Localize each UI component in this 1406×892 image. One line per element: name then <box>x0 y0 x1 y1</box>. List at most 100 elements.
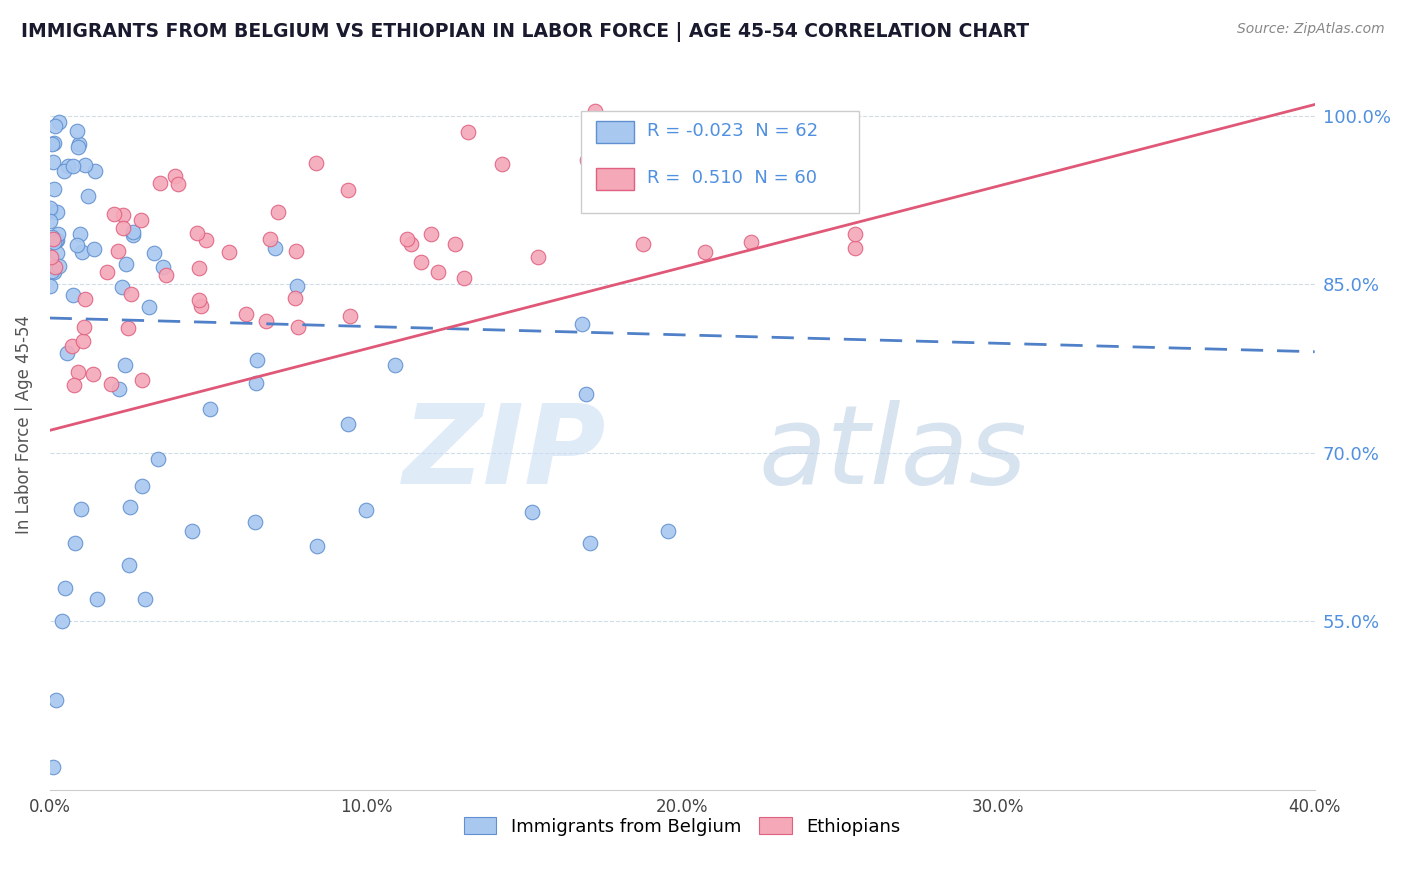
Point <box>304 156 326 170</box>
Text: R = -0.023  N = 62: R = -0.023 N = 62 <box>647 122 818 140</box>
Point <box>443 237 465 252</box>
Point <box>339 309 361 323</box>
Point <box>66 139 89 153</box>
Point <box>520 505 543 519</box>
Point <box>194 234 217 248</box>
Point <box>56 159 79 173</box>
Point <box>112 221 135 235</box>
Point <box>396 231 419 245</box>
Point <box>112 208 135 222</box>
Point <box>44 260 66 275</box>
Y-axis label: In Labor Force | Age 45-54: In Labor Force | Age 45-54 <box>15 315 32 534</box>
Point <box>41 264 63 278</box>
Point <box>63 378 86 392</box>
Point <box>73 292 96 306</box>
Point <box>527 250 550 264</box>
Point <box>305 540 328 554</box>
Point <box>42 232 65 246</box>
Point <box>48 259 70 273</box>
Point <box>86 591 108 606</box>
Point <box>336 182 359 196</box>
Point <box>69 227 91 241</box>
Point <box>152 260 174 275</box>
Point <box>138 300 160 314</box>
Point <box>287 320 309 334</box>
Point <box>44 265 66 279</box>
Point <box>844 241 866 255</box>
Point <box>243 515 266 529</box>
Point <box>42 182 65 196</box>
Point <box>740 235 762 250</box>
Text: ZIP: ZIP <box>402 401 606 508</box>
Point <box>844 227 866 241</box>
Point <box>254 314 277 328</box>
Point <box>55 581 77 595</box>
FancyBboxPatch shape <box>581 111 859 213</box>
Point <box>53 163 76 178</box>
Point <box>148 176 170 190</box>
Point <box>67 136 90 151</box>
Point <box>399 236 422 251</box>
Point <box>62 159 84 173</box>
Point <box>70 502 93 516</box>
Point <box>42 155 65 169</box>
Point <box>45 693 67 707</box>
Point <box>41 230 63 244</box>
Text: R =  0.510  N = 60: R = 0.510 N = 60 <box>647 169 817 187</box>
Point <box>200 402 222 417</box>
Point <box>118 500 141 514</box>
Point <box>583 104 606 119</box>
Point <box>337 417 360 431</box>
Point <box>129 213 152 227</box>
Point <box>117 321 139 335</box>
Point <box>657 524 679 538</box>
Text: Source: ZipAtlas.com: Source: ZipAtlas.com <box>1237 22 1385 37</box>
Point <box>39 203 62 218</box>
Point <box>120 286 142 301</box>
Point <box>575 387 598 401</box>
Point <box>45 233 67 247</box>
Point <box>44 119 66 133</box>
Point <box>111 280 134 294</box>
Text: atlas: atlas <box>758 401 1026 508</box>
Point <box>38 214 60 228</box>
Point <box>39 201 62 215</box>
Point <box>143 245 166 260</box>
Point <box>108 382 131 396</box>
Legend: Immigrants from Belgium, Ethiopians: Immigrants from Belgium, Ethiopians <box>464 817 900 836</box>
Point <box>356 503 378 517</box>
FancyBboxPatch shape <box>596 121 634 143</box>
Point <box>181 524 204 539</box>
Point <box>384 359 406 373</box>
Point <box>284 291 307 305</box>
Point <box>66 238 89 252</box>
Point <box>165 169 187 184</box>
Point <box>114 358 136 372</box>
Point <box>453 271 475 285</box>
Point <box>45 246 67 260</box>
Point <box>76 189 98 203</box>
Point <box>190 299 212 313</box>
Point <box>70 245 93 260</box>
Point <box>218 245 240 260</box>
Point <box>491 157 513 171</box>
Point <box>60 339 83 353</box>
Point <box>73 158 96 172</box>
Point <box>167 177 190 191</box>
Point <box>48 115 70 129</box>
Point <box>62 287 84 301</box>
Point <box>122 228 145 243</box>
Point <box>693 244 716 259</box>
Point <box>245 376 267 390</box>
Point <box>411 255 433 269</box>
Point <box>107 244 129 259</box>
Point <box>103 207 125 221</box>
Point <box>96 265 118 279</box>
Point <box>259 232 281 246</box>
Point <box>427 265 450 279</box>
Point <box>44 136 66 150</box>
Point <box>782 143 804 157</box>
Point <box>118 558 141 573</box>
Point <box>122 225 145 239</box>
Point <box>41 137 63 152</box>
